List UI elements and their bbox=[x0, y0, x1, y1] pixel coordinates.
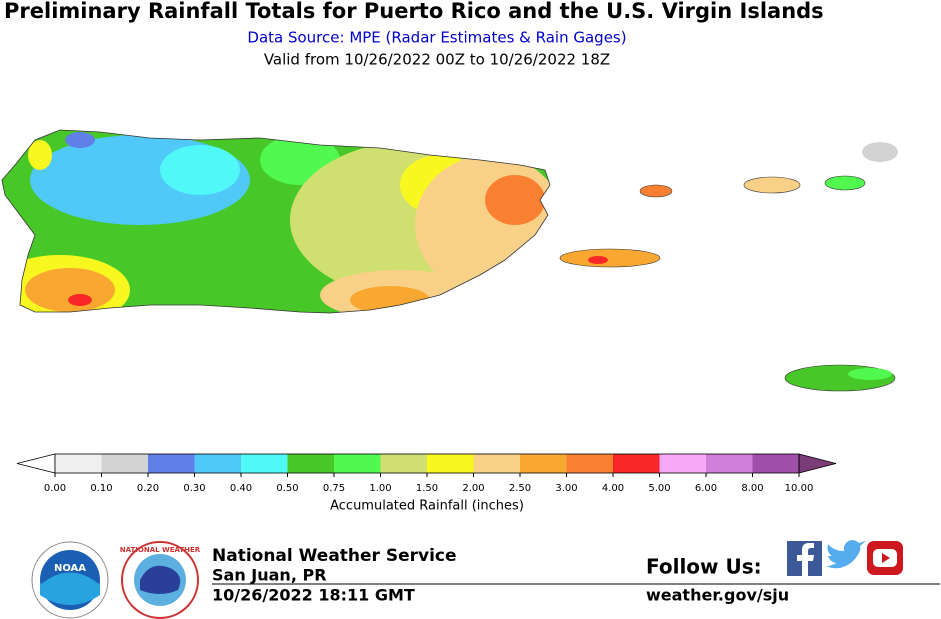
colorbar-bin bbox=[287, 454, 334, 473]
tick-label: 0.20 bbox=[137, 483, 159, 494]
tick-label: 2.50 bbox=[509, 483, 531, 494]
colorbar-bin bbox=[659, 454, 706, 473]
subtitle: Data Source: MPE (Radar Estimates & Rain… bbox=[247, 29, 626, 47]
colorbar-under bbox=[16, 453, 56, 474]
colorbar-bin bbox=[380, 454, 427, 473]
legend-title: Accumulated Rainfall (inches) bbox=[330, 499, 524, 514]
tick-label: 1.00 bbox=[369, 483, 391, 494]
timestamp: 10/26/2022 18:11 GMT bbox=[212, 586, 415, 605]
colorbar-bin bbox=[427, 454, 474, 473]
colorbar-bin bbox=[706, 454, 753, 473]
tick-label: 5.00 bbox=[648, 483, 670, 494]
colorbar-bin bbox=[566, 454, 613, 473]
noaa-text: NOAA bbox=[54, 563, 86, 574]
colorbar: 0.00 0.10 0.20 0.30 0.40 0.50 0.75 1.00 1.50 2.00… bbox=[16, 453, 837, 494]
colorbar-bin bbox=[752, 454, 799, 473]
colorbar-bin bbox=[55, 454, 102, 473]
tick-label: 0.00 bbox=[44, 483, 66, 494]
tick-label: 0.30 bbox=[183, 483, 205, 494]
colorbar-bin bbox=[101, 454, 148, 473]
tick-label: 0.40 bbox=[230, 483, 252, 494]
colorbar-bin bbox=[520, 454, 567, 473]
tick-label: 4.00 bbox=[602, 483, 624, 494]
tick-label: 0.75 bbox=[323, 483, 345, 494]
colorbar-bin bbox=[473, 454, 520, 473]
title: Preliminary Rainfall Totals for Puerto R… bbox=[4, 0, 824, 23]
facebook-icon[interactable] bbox=[787, 541, 822, 576]
follow: Follow Us: bbox=[646, 555, 762, 579]
youtube-icon[interactable] bbox=[867, 541, 903, 575]
twitter-icon[interactable] bbox=[826, 540, 866, 569]
tick-label: 2.00 bbox=[462, 483, 484, 494]
tick-label: 0.10 bbox=[90, 483, 112, 494]
tick-label: 8.00 bbox=[741, 483, 763, 494]
tick-label: 3.00 bbox=[555, 483, 577, 494]
tick-label: 6.00 bbox=[695, 483, 717, 494]
colorbar-bin bbox=[148, 454, 195, 473]
nws-ring-text: NATIONAL WEATHER bbox=[120, 546, 201, 554]
colorbar-bin bbox=[613, 454, 660, 473]
footer: NOAA NATIONAL WEATHER National Weather S… bbox=[31, 540, 940, 619]
colorbar-bin bbox=[241, 454, 288, 473]
office: San Juan, PR bbox=[212, 566, 327, 585]
valid-time: Valid from 10/26/2022 00Z to 10/26/2022 … bbox=[264, 51, 610, 69]
colorbar-bin bbox=[194, 454, 241, 473]
tick-label: 10.00 bbox=[785, 483, 814, 494]
colorbar-over bbox=[798, 453, 837, 474]
map bbox=[1, 129, 898, 392]
colorbar-bin bbox=[334, 454, 381, 473]
tick-label: 0.50 bbox=[276, 483, 298, 494]
tick-label: 1.50 bbox=[416, 483, 438, 494]
org: National Weather Service bbox=[212, 546, 457, 566]
url[interactable]: weather.gov/sju bbox=[646, 586, 789, 605]
